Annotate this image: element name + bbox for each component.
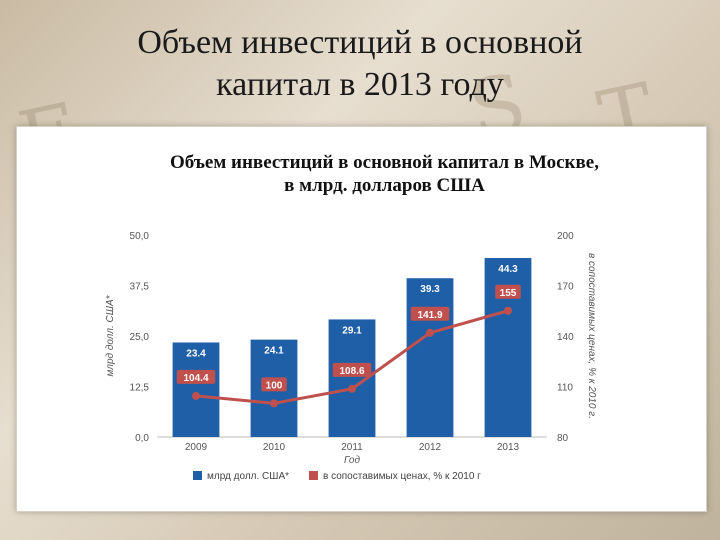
y-tick-label-right: 110 [557, 383, 573, 394]
line-label-box [261, 377, 287, 392]
chart-title: Объем инвестиций в основной капитал в Мо… [17, 151, 720, 197]
chart-panel: Объем инвестиций в основной капитал в Мо… [16, 126, 707, 512]
bar [172, 342, 220, 437]
legend-label-line: в сопоставимых ценах, % к 2010 г [323, 471, 481, 482]
x-axis-title: Год [344, 455, 360, 466]
y-tick-label-left: 50,0 [130, 231, 150, 242]
x-tick-label: 2013 [497, 442, 520, 453]
bar-data-label: 44.3 [498, 264, 518, 275]
line-data-label: 155 [500, 288, 517, 299]
y-tick-label-right: 80 [557, 433, 569, 444]
line-point [426, 328, 434, 337]
x-tick-label: 2010 [263, 442, 286, 453]
line-point [348, 384, 356, 393]
slide-title: Объем инвестиций в основной капитал в 20… [0, 22, 720, 106]
line-label-box [176, 369, 216, 384]
bar-data-label: 23.4 [186, 348, 206, 359]
legend-swatch-bars [193, 471, 202, 480]
chart-title-line-2: в млрд. долларов США [284, 175, 485, 196]
legend-swatch-line [309, 471, 318, 480]
bar-data-label: 29.1 [342, 325, 362, 336]
y-tick-label-left: 0,0 [135, 433, 149, 444]
bar-data-label: 39.3 [420, 284, 440, 295]
line-label-box [332, 362, 372, 377]
line-label-box [410, 306, 450, 321]
y-tick-label-right: 170 [557, 282, 574, 293]
line-data-label: 100 [266, 380, 283, 391]
x-tick-label: 2012 [419, 442, 442, 453]
chart-svg: 0,0 12,5 25,0 37,5 50,0 80 110 140 170 200 млрд до… [105, 231, 597, 482]
slide-title-line-2: капитал в 2013 году [216, 66, 504, 103]
y-tick-label-left: 37,5 [130, 282, 150, 293]
y-tick-label-right: 200 [557, 231, 574, 242]
line-point [270, 399, 278, 408]
y-tick-label-right: 140 [557, 332, 574, 343]
line-label-box [495, 284, 521, 299]
line-data-label: 141.9 [417, 310, 442, 321]
line-point [192, 391, 200, 400]
y-tick-label-left: 25,0 [130, 332, 150, 343]
line-data-label: 104.4 [183, 373, 208, 384]
slide-title-line-1: Объем инвестиций в основной [137, 24, 583, 61]
x-tick-label: 2009 [185, 442, 208, 453]
x-tick-label: 2011 [341, 442, 363, 453]
line-point [504, 306, 512, 315]
y-tick-label-left: 12,5 [130, 383, 150, 394]
line-data-label: 108.6 [339, 366, 364, 377]
y-axis-title-left: млрд долл. США* [105, 294, 116, 376]
y-axis-title-right: в сопоставимых ценах, % к 2010 г. [586, 253, 597, 419]
chart-title-line-1: Объем инвестиций в основной капитал в Мо… [170, 152, 599, 173]
bar [406, 278, 454, 437]
legend-label-bars: млрд долл. США* [207, 471, 289, 482]
bar-data-label: 24.1 [264, 346, 284, 357]
